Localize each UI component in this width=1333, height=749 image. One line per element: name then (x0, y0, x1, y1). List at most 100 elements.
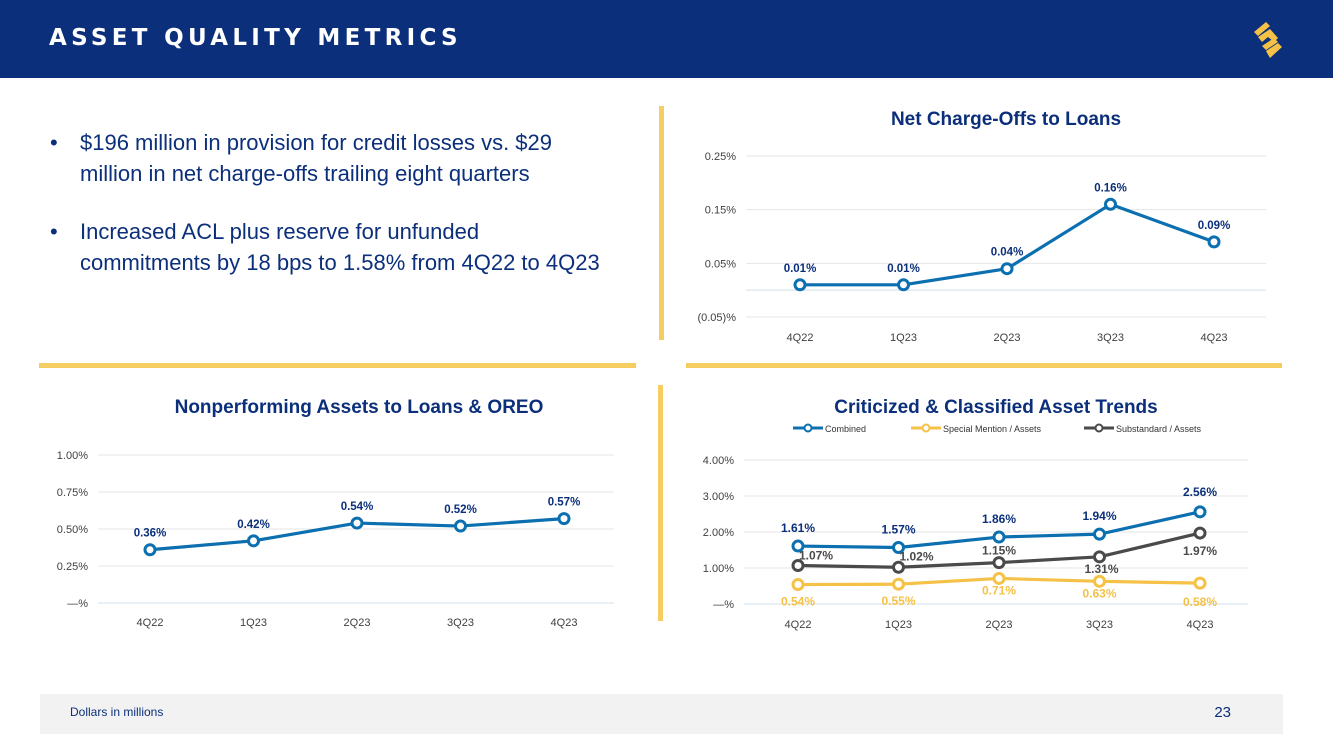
data-point (1000, 262, 1014, 276)
bullet-text: Increased ACL plus reserve for unfunded … (80, 219, 600, 275)
data-label: 0.63% (1082, 586, 1116, 600)
x-tick-label: 2Q23 (986, 619, 1013, 631)
y-tick-label: 0.25% (57, 561, 88, 573)
bullet-text: $196 million in provision for credit los… (80, 130, 553, 186)
data-point (1207, 235, 1221, 249)
data-point (247, 534, 260, 548)
data-point (992, 556, 1006, 570)
divider-vertical-top (659, 106, 664, 340)
y-tick-label: 0.05% (705, 258, 736, 270)
data-label: 0.57% (548, 497, 581, 509)
data-label: 0.16% (1094, 182, 1127, 194)
legend-marker (921, 423, 931, 433)
data-label: 0.04% (991, 247, 1024, 259)
data-label: 1.94% (1082, 509, 1116, 523)
data-point (1104, 197, 1117, 211)
footer-bar: Dollars in millions 23 (40, 694, 1283, 734)
data-label: 0.58% (1183, 595, 1217, 609)
net-charge-offs-chart: Net Charge-Offs to Loans (0.05)% 0.05% 0.15… (697, 109, 1266, 344)
x-tick-label: 4Q23 (1187, 619, 1214, 631)
bullet-item: • Increased ACL plus reserve for unfunded… (50, 217, 610, 278)
x-tick-label: 4Q22 (137, 617, 164, 629)
data-label: 1.97% (1183, 544, 1217, 558)
y-tick-label: 0.15% (705, 205, 736, 217)
divider-vertical-bottom (658, 385, 663, 621)
criticized-classified-chart: Criticized & Classified Asset Trends —% 1.… (703, 397, 1248, 631)
y-tick-label: 0.25% (705, 151, 736, 163)
x-tick-label: 4Q23 (551, 617, 578, 629)
data-label: 1.31% (1084, 562, 1118, 576)
x-tick-label: 3Q23 (1086, 619, 1113, 631)
x-tick-label: 1Q23 (885, 619, 912, 631)
y-tick-label: (0.05)% (697, 312, 736, 324)
x-tick-label: 4Q23 (1201, 332, 1228, 344)
data-point (350, 516, 364, 530)
bullet-marker: • (50, 219, 58, 244)
bullet-marker: • (50, 130, 58, 155)
divider-horizontal-left (39, 363, 636, 368)
divider-horizontal-right (686, 363, 1282, 368)
page-title: ASSET QUALITY METRICS (49, 25, 462, 51)
data-label: 0.55% (881, 594, 915, 608)
chart-title: Criticized & Classified Asset Trends (834, 397, 1157, 418)
data-point (791, 578, 805, 592)
x-tick-label: 1Q23 (240, 617, 267, 629)
data-point (1193, 526, 1207, 540)
chart-title: Nonperforming Assets to Loans & OREO (175, 397, 544, 418)
y-tick-label: 3.00% (703, 491, 734, 503)
data-label: 0.71% (982, 583, 1016, 597)
legend-label: Special Mention / Assets (943, 424, 1042, 434)
bullet-item: • $196 million in provision for credit lo… (50, 128, 610, 189)
x-tick-label: 1Q23 (890, 332, 917, 344)
x-tick-label: 2Q23 (994, 332, 1021, 344)
legend-marker (1094, 423, 1104, 433)
data-point (557, 512, 571, 526)
y-tick-label: 1.00% (57, 450, 88, 462)
data-point (892, 540, 905, 554)
data-label: 0.42% (237, 519, 270, 531)
y-tick-label: 0.75% (57, 487, 88, 499)
data-point (892, 560, 905, 574)
y-tick-label: —% (713, 599, 734, 611)
y-tick-label: 0.50% (57, 524, 88, 536)
y-tick-label: 1.00% (703, 563, 734, 575)
y-tick-label: 2.00% (703, 527, 734, 539)
nonperforming-assets-chart: Nonperforming Assets to Loans & OREO —% 0.… (57, 397, 614, 629)
data-point (1193, 505, 1207, 519)
x-tick-label: 3Q23 (447, 617, 474, 629)
data-point (143, 543, 157, 557)
data-point (1093, 550, 1106, 564)
data-label: 1.15% (982, 544, 1016, 558)
x-tick-label: 2Q23 (344, 617, 371, 629)
data-point (791, 558, 805, 572)
legend-marker (803, 423, 813, 433)
data-point (1193, 576, 1207, 590)
data-point (793, 278, 807, 292)
data-point (992, 571, 1006, 585)
y-tick-label: 4.00% (703, 455, 734, 467)
data-label: 0.09% (1198, 220, 1231, 232)
y-tick-label: —% (67, 598, 88, 610)
x-tick-label: 4Q22 (785, 619, 812, 631)
brand-s-logo-icon (1254, 22, 1282, 58)
data-label: 0.54% (341, 501, 374, 513)
x-tick-label: 4Q22 (787, 332, 814, 344)
bullet-list: • $196 million in provision for credit lo… (50, 128, 610, 306)
header-bar: ASSET QUALITY METRICS (0, 0, 1333, 78)
data-label: 1.57% (881, 522, 915, 536)
data-label: 1.02% (899, 549, 933, 563)
data-label: 0.54% (781, 595, 815, 609)
data-point (897, 278, 910, 292)
legend-label: Combined (825, 424, 866, 434)
data-label: 1.61% (781, 521, 815, 535)
data-point (454, 519, 467, 533)
page-number: 23 (1214, 704, 1231, 721)
data-label: 0.01% (887, 263, 920, 275)
data-point (1093, 574, 1106, 588)
chart-title: Net Charge-Offs to Loans (891, 109, 1121, 130)
data-point (791, 539, 805, 553)
data-point (1093, 527, 1106, 541)
footnote: Dollars in millions (70, 705, 164, 719)
data-label: 1.07% (799, 548, 833, 562)
data-point (992, 530, 1006, 544)
